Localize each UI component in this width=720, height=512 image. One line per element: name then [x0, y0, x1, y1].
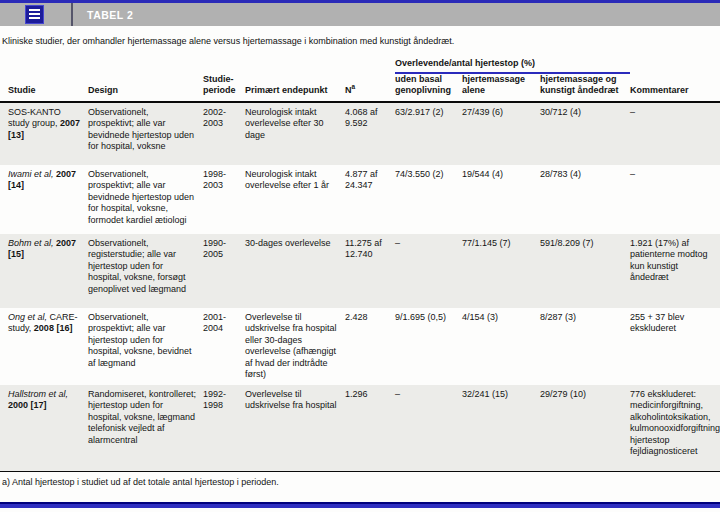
- cell-uden-basal: 9/1.695 (0,5): [395, 308, 462, 385]
- col-header-periode: Studie-periode: [203, 73, 245, 102]
- cell-n: 4.068 af 9.592: [345, 102, 395, 165]
- col-header-massage-alene: hjertemassage alene: [462, 73, 540, 102]
- table-row-hallstrom: Hallstrom et al, 2000 [17] Randomiseret,…: [0, 385, 720, 471]
- cell-kommentar: 1.921 (17%) af patienterne modtog kun ku…: [630, 234, 720, 308]
- cell-periode: 1998-2003: [203, 165, 245, 234]
- cell-endepunkt: 30-dages overlevelse: [245, 234, 345, 308]
- study-name: Iwami et al,: [8, 169, 54, 179]
- col-header-n: Na: [345, 73, 395, 102]
- cell-kommentar: 255 + 37 blev ekskluderet: [630, 308, 720, 385]
- cell-kommentar: –: [630, 102, 720, 165]
- studies-table: Overlevende/antal hjertestop (%) Studie …: [0, 58, 720, 471]
- cell-periode: 2001-2004: [203, 308, 245, 385]
- cell-design: Observationelt, registerstudie; alle var…: [88, 234, 203, 308]
- cell-massage-alene: 32/241 (15): [462, 385, 540, 471]
- col-header-design: Design: [88, 73, 203, 102]
- study-name: Bohm et al,: [8, 238, 54, 248]
- col-header-studie: Studie: [0, 73, 88, 102]
- cell-kommentar: 776 ekskluderet: medicinforgiftning, alk…: [630, 385, 720, 471]
- cell-study: Bohm et al, 2007 [15]: [0, 234, 88, 308]
- table-row-ong: Ong et al, CARE-study, 2008 [16] Observa…: [0, 308, 720, 385]
- citation-ref: 2008 [16]: [34, 323, 73, 333]
- study-name: Hallstrom et al,: [8, 389, 68, 399]
- cell-study: SOS-KANTO study group, 2007 [13]: [0, 102, 88, 165]
- n-footnote-marker: a: [352, 83, 356, 90]
- banner-title: TABEL 2: [87, 9, 133, 21]
- table-row-iwami: Iwami et al, 2007 [14] Observationelt, p…: [0, 165, 720, 234]
- cell-massage-aandedraet: 28/783 (4): [540, 165, 630, 234]
- cell-design: Randomiseret, kontrolleret; hjertestop u…: [88, 385, 203, 471]
- cell-massage-aandedraet: 8/287 (3): [540, 308, 630, 385]
- study-name: Ong et al,: [8, 312, 47, 322]
- cell-periode: 2002-2003: [203, 102, 245, 165]
- table-row-sos-kanto: SOS-KANTO study group, 2007 [13] Observa…: [0, 102, 720, 165]
- group-header-spacer: [0, 58, 395, 73]
- col-header-massage-aandedraet: hjertemassage og kunstigt åndedræt: [540, 73, 630, 102]
- cell-uden-basal: 63/2.917 (2): [395, 102, 462, 165]
- group-header-overlevende: Overlevende/antal hjertestop (%): [395, 58, 630, 73]
- cell-endepunkt: Overlevelse til udskrivelse fra hospital: [245, 385, 345, 471]
- cell-periode: 1992-1998: [203, 385, 245, 471]
- cell-uden-basal: –: [395, 385, 462, 471]
- cell-massage-alene: 77/1.145 (7): [462, 234, 540, 308]
- study-name: SOS-KANTO study group,: [8, 107, 61, 129]
- cell-periode: 1990-2005: [203, 234, 245, 308]
- cell-n: 2.428: [345, 308, 395, 385]
- cell-endepunkt: Neurologisk intakt overlevelse efter 1 å…: [245, 165, 345, 234]
- col-header-endepunkt: Primært endepunkt: [245, 73, 345, 102]
- cell-n: 1.296: [345, 385, 395, 471]
- cell-massage-alene: 4/154 (3): [462, 308, 540, 385]
- table-footnote: a) Antal hjertestop i studiet ud af det …: [0, 471, 720, 488]
- cell-endepunkt: Overlevelse til udskrivelse fra hospital…: [245, 308, 345, 385]
- citation-ref: 2000 [17]: [8, 400, 47, 410]
- cell-massage-alene: 19/544 (4): [462, 165, 540, 234]
- table-caption: Kliniske studier, der omhandler hjertema…: [2, 36, 720, 47]
- cell-n: 4.877 af 24.347: [345, 165, 395, 234]
- cell-massage-aandedraet: 29/279 (10): [540, 385, 630, 471]
- cell-endepunkt: Neurologisk intakt overlevelse efter 30 …: [245, 102, 345, 165]
- cell-design: Observationelt, prospektivt; alle var hj…: [88, 308, 203, 385]
- cell-study: Iwami et al, 2007 [14]: [0, 165, 88, 234]
- cell-study: Hallstrom et al, 2000 [17]: [0, 385, 88, 471]
- bottom-accent-bar: [0, 502, 720, 508]
- cell-massage-alene: 27/439 (6): [462, 102, 540, 165]
- table-banner: TABEL 2: [0, 3, 720, 26]
- col-header-kommentarer: Kommentarer: [630, 73, 720, 102]
- cell-design: Observationelt, prospektivt; alle var be…: [88, 165, 203, 234]
- cell-kommentar: –: [630, 165, 720, 234]
- col-header-uden-basal: uden basal genoplivning: [395, 73, 462, 102]
- cell-uden-basal: 74/3.550 (2): [395, 165, 462, 234]
- group-header-row: Overlevende/antal hjertestop (%): [0, 58, 720, 73]
- table-row-bohm: Bohm et al, 2007 [15] Observationelt, re…: [0, 234, 720, 308]
- table-icon: [25, 5, 44, 24]
- cell-n: 11.275 af 12.740: [345, 234, 395, 308]
- cell-study: Ong et al, CARE-study, 2008 [16]: [0, 308, 88, 385]
- column-header-row: Studie Design Studie-periode Primært end…: [0, 73, 720, 102]
- banner-divider: [71, 3, 73, 26]
- cell-massage-aandedraet: 30/712 (4): [540, 102, 630, 165]
- cell-design: Observationelt, prospektivt; alle var be…: [88, 102, 203, 165]
- cell-uden-basal: –: [395, 234, 462, 308]
- cell-massage-aandedraet: 591/8.209 (7): [540, 234, 630, 308]
- group-header-spacer-right: [630, 58, 720, 73]
